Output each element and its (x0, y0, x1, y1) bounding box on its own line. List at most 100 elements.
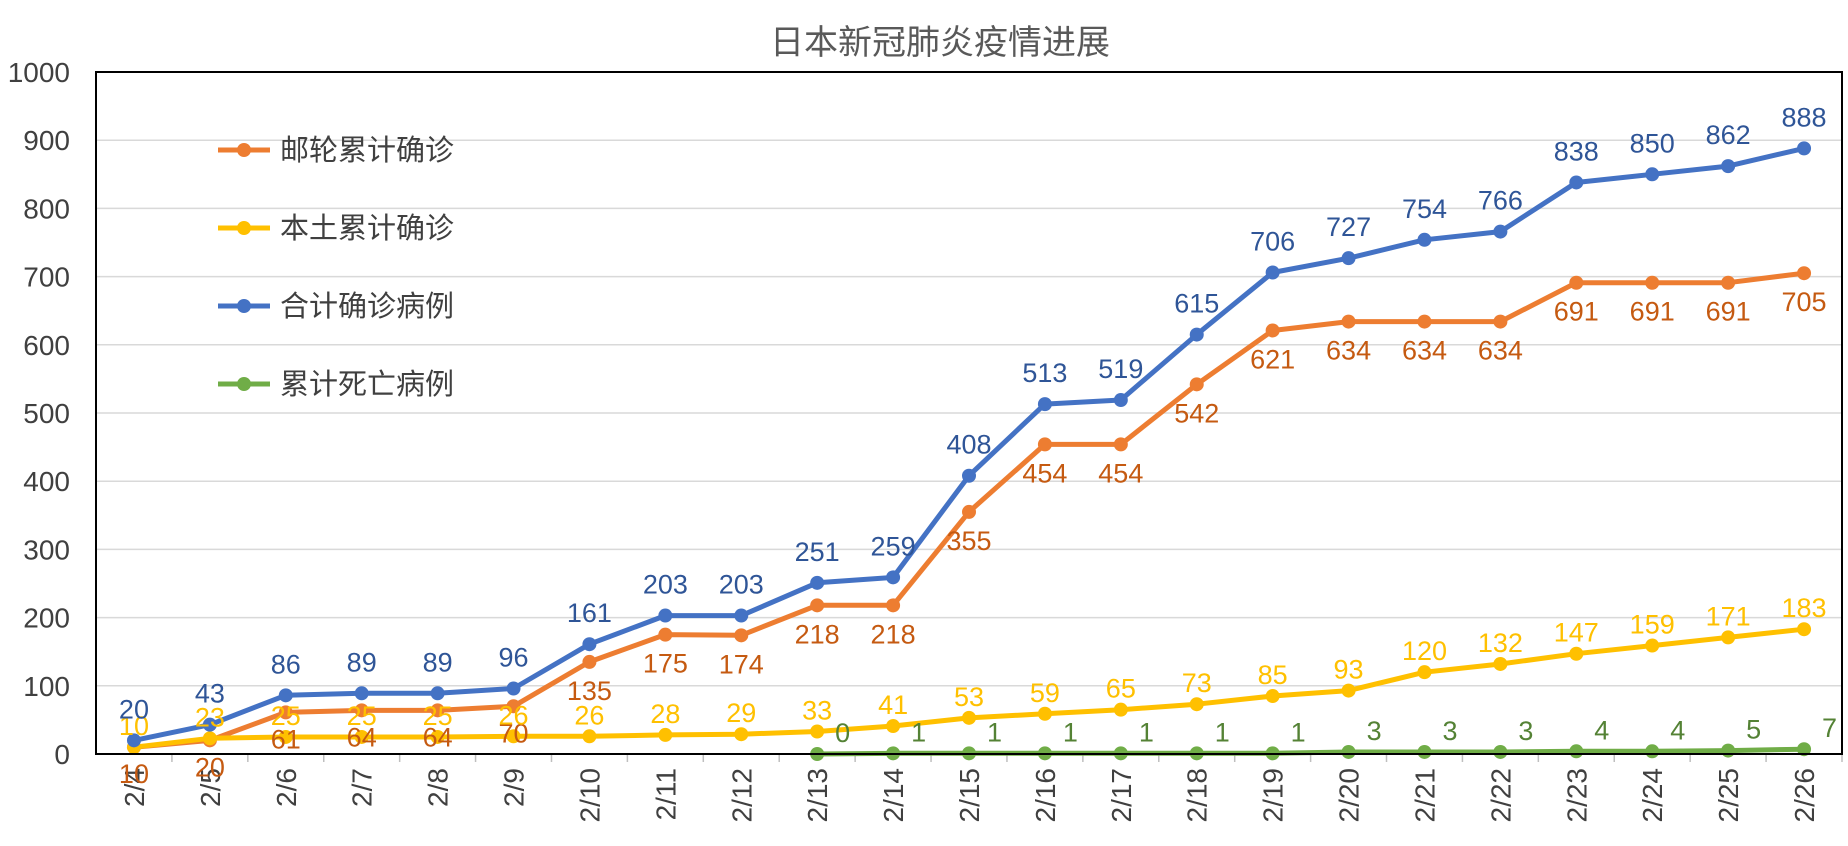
data-point (1645, 744, 1660, 759)
data-point (1417, 744, 1432, 759)
data-label: 218 (795, 619, 840, 649)
data-point (1797, 622, 1812, 637)
data-label: 175 (643, 649, 688, 679)
data-label: 705 (1782, 287, 1827, 317)
data-label: 218 (871, 619, 916, 649)
data-point (126, 733, 141, 748)
data-point (582, 637, 597, 652)
data-label: 1 (987, 717, 1002, 747)
y-tick-label: 0 (54, 739, 70, 770)
y-tick-label: 200 (23, 603, 70, 634)
data-label: 691 (1554, 297, 1599, 327)
y-tick-label: 1000 (8, 57, 70, 88)
data-label: 5 (1746, 715, 1761, 745)
data-label: 147 (1554, 618, 1599, 648)
data-point (582, 654, 597, 669)
data-point (1645, 275, 1660, 290)
data-label: 621 (1250, 344, 1295, 374)
data-label: 61 (271, 724, 301, 754)
data-point (658, 727, 673, 742)
data-point (886, 570, 901, 585)
legend-label: 本土累计确诊 (280, 211, 454, 245)
data-point (962, 710, 976, 725)
data-label: 203 (719, 570, 764, 600)
data-label: 10 (119, 759, 149, 789)
data-point (582, 729, 597, 744)
data-point (1493, 744, 1508, 759)
data-label: 766 (1478, 186, 1523, 216)
data-point (1265, 323, 1280, 338)
data-point (1341, 251, 1356, 266)
data-label: 26 (498, 700, 528, 730)
data-label: 33 (802, 695, 832, 725)
data-label: 7 (1822, 713, 1837, 743)
data-label: 20 (195, 752, 225, 782)
data-point (354, 686, 369, 701)
legend-label: 合计确诊病例 (280, 289, 454, 323)
data-point (886, 719, 901, 734)
x-tick-label: 2/18 (1182, 768, 1213, 823)
x-tick-label: 2/5 (195, 768, 226, 807)
data-label: 59 (1030, 678, 1060, 708)
data-point (1645, 167, 1660, 182)
data-label: 70 (498, 718, 528, 748)
data-point (1493, 314, 1508, 329)
data-label: 615 (1174, 289, 1219, 319)
data-label: 132 (1478, 628, 1523, 658)
data-point (1569, 744, 1584, 759)
data-label: 850 (1630, 128, 1675, 158)
y-axis-ticks: 0 100 200 300 400 500 600 700 800 900 1000 (8, 57, 70, 770)
data-point (1265, 265, 1280, 280)
data-label: 85 (1258, 660, 1288, 690)
x-tick-label: 2/24 (1637, 768, 1668, 823)
data-label: 691 (1706, 297, 1751, 327)
data-label: 86 (271, 649, 301, 679)
data-point (202, 717, 217, 732)
data-label: 4 (1670, 715, 1685, 745)
data-point (1037, 706, 1052, 721)
y-tick-label: 800 (23, 193, 70, 224)
data-label: 93 (1334, 655, 1364, 685)
data-point (1493, 224, 1508, 239)
data-point (658, 608, 673, 623)
data-label: 135 (567, 676, 612, 706)
data-point (506, 699, 521, 714)
data-point (810, 575, 825, 590)
data-label: 10 (119, 711, 149, 741)
x-tick-label: 2/22 (1485, 768, 1516, 823)
data-label: 174 (719, 649, 764, 679)
data-label: 727 (1326, 212, 1371, 242)
data-point (1797, 141, 1812, 156)
data-point (1037, 397, 1052, 412)
data-label: 3 (1518, 716, 1533, 746)
data-label: 634 (1402, 336, 1447, 366)
y-tick-label: 700 (23, 262, 70, 293)
data-label: 862 (1706, 120, 1751, 150)
gridlines (96, 139, 1842, 687)
y-tick-label: 300 (23, 534, 70, 565)
data-point (810, 598, 825, 613)
data-point (1265, 689, 1280, 704)
data-label: 634 (1478, 336, 1523, 366)
data-point (1417, 232, 1432, 247)
data-label: 4 (1594, 715, 1609, 745)
data-point (734, 608, 749, 623)
data-label: 259 (871, 531, 916, 561)
data-label: 120 (1402, 636, 1447, 666)
series-lines (126, 141, 1812, 761)
data-point (1341, 744, 1356, 759)
data-label: 1 (1291, 717, 1306, 747)
data-point (278, 688, 293, 703)
data-point (1721, 275, 1736, 290)
data-label: 519 (1098, 354, 1143, 384)
legend-swatch-marker (237, 377, 251, 391)
x-tick-label: 2/8 (423, 768, 454, 807)
x-tick-label: 2/7 (347, 768, 378, 807)
data-point (1189, 377, 1204, 392)
y-tick-label: 600 (23, 330, 70, 361)
data-label: 634 (1326, 336, 1371, 366)
x-tick-label: 2/14 (878, 768, 909, 823)
data-label: 754 (1402, 194, 1447, 224)
data-label: 1 (1215, 717, 1230, 747)
data-label: 20 (119, 694, 149, 724)
